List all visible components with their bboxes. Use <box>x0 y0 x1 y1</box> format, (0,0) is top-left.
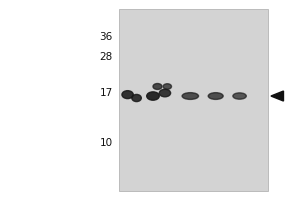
Text: 17: 17 <box>99 88 113 98</box>
Ellipse shape <box>147 92 159 100</box>
Ellipse shape <box>122 91 133 99</box>
Ellipse shape <box>132 94 141 102</box>
Text: 36: 36 <box>99 32 113 42</box>
Ellipse shape <box>233 93 246 99</box>
Ellipse shape <box>182 93 199 99</box>
Text: 28: 28 <box>99 52 113 62</box>
Ellipse shape <box>159 89 171 97</box>
Polygon shape <box>271 91 284 101</box>
FancyBboxPatch shape <box>118 9 268 191</box>
Ellipse shape <box>163 84 172 89</box>
Text: 10: 10 <box>100 138 113 148</box>
Ellipse shape <box>153 84 162 89</box>
Ellipse shape <box>208 93 223 99</box>
